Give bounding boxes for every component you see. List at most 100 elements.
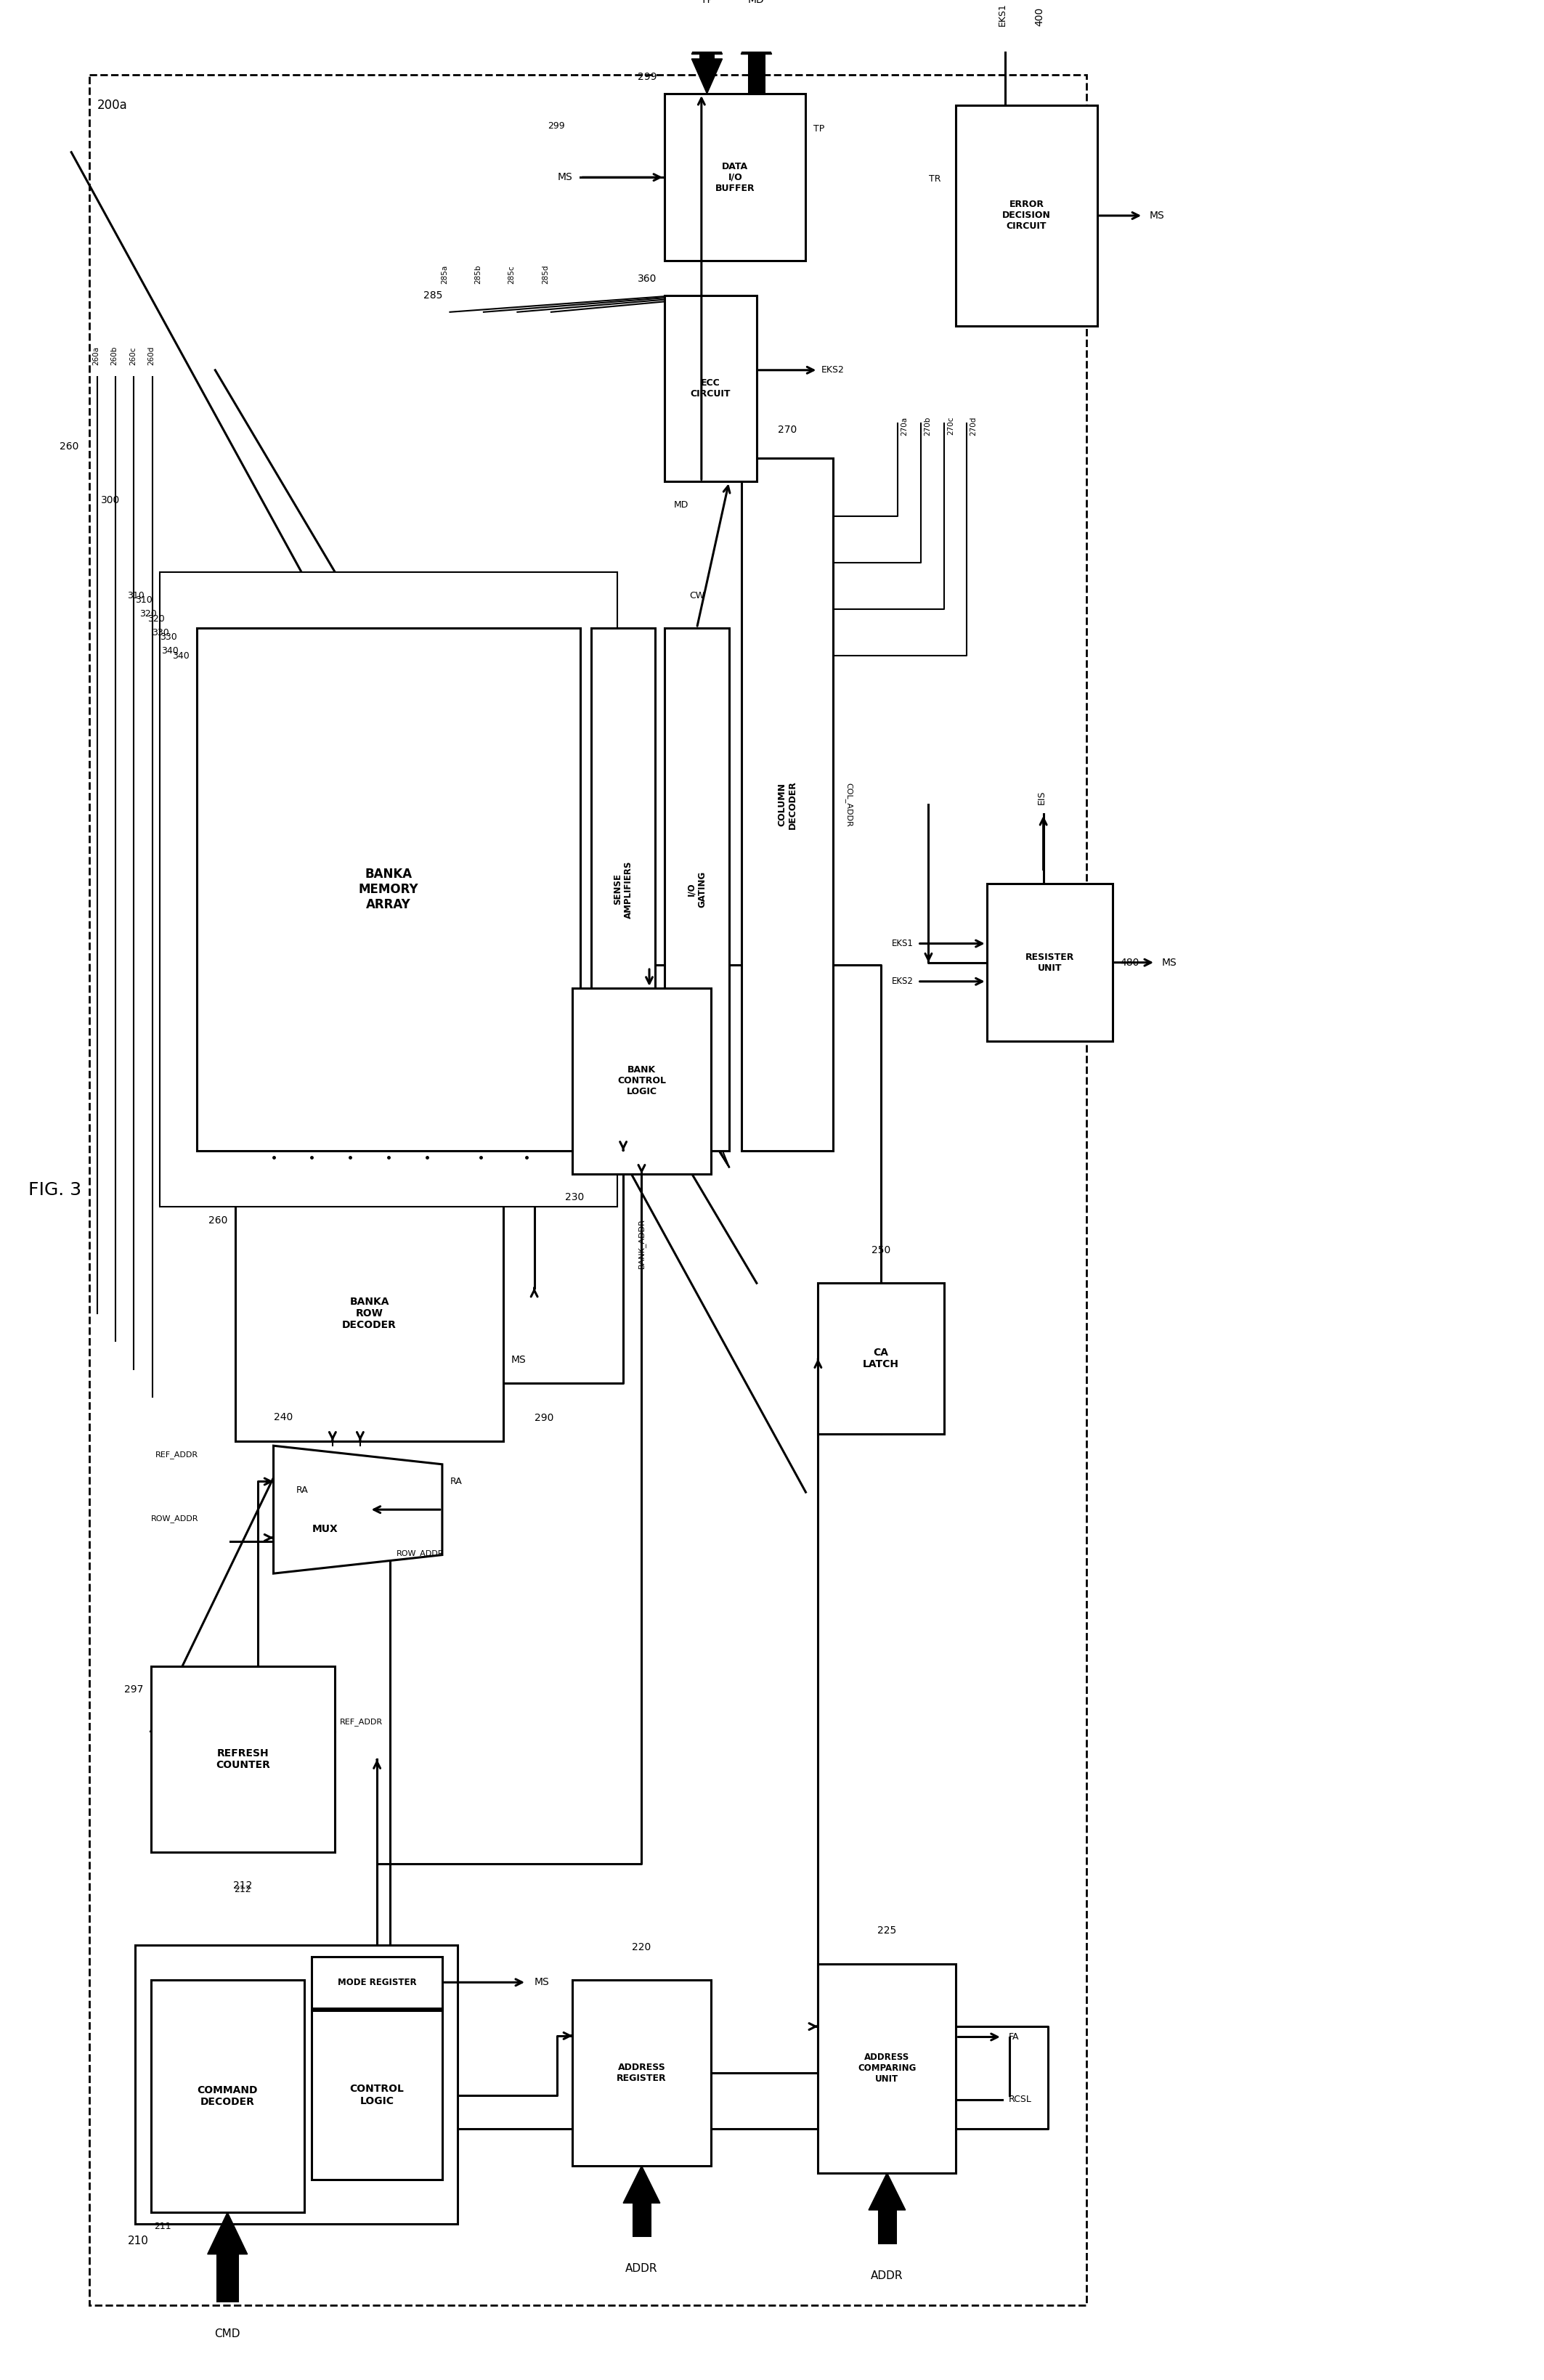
Text: MS: MS	[1161, 957, 1177, 969]
Text: 210: 210	[128, 2235, 148, 2247]
Text: 270a: 270a	[900, 416, 908, 436]
Text: SENSE
AMPLIFIERS: SENSE AMPLIFIERS	[613, 862, 633, 919]
Text: MODE REGISTER: MODE REGISTER	[338, 1978, 417, 1987]
Text: 300: 300	[100, 495, 120, 505]
Text: 260a: 260a	[93, 347, 100, 367]
Text: I/O
GATING: I/O GATING	[687, 871, 707, 907]
Text: ADDR: ADDR	[871, 2271, 903, 2282]
Text: CW: CW	[689, 590, 704, 600]
Text: ADDRESS
COMPARING
UNIT: ADDRESS COMPARING UNIT	[858, 2052, 916, 2085]
Text: 220: 220	[631, 1942, 652, 1952]
Text: CONTROL
LOGIC: CONTROL LOGIC	[350, 2085, 405, 2106]
Polygon shape	[273, 1445, 442, 1573]
Text: 260c: 260c	[130, 347, 136, 367]
Text: CA
LATCH: CA LATCH	[863, 1347, 899, 1368]
Text: 285c: 285c	[508, 267, 516, 283]
Bar	[196, 628, 581, 1150]
Text: RCSL: RCSL	[1008, 2094, 1031, 2104]
Text: 480: 480	[1121, 957, 1139, 969]
Text: 310: 310	[128, 590, 145, 600]
Bar	[987, 883, 1113, 1042]
Text: COLUMN
DECODER: COLUMN DECODER	[777, 781, 798, 828]
Text: 285: 285	[423, 290, 442, 300]
Text: ROW_ADDR: ROW_ADDR	[151, 1514, 198, 1523]
Text: 225: 225	[877, 1925, 897, 1935]
Text: 299: 299	[638, 71, 656, 81]
Text: MUX: MUX	[312, 1523, 338, 1533]
Text: COL_ADDR: COL_ADDR	[845, 783, 852, 826]
Bar	[173, 590, 605, 1188]
Polygon shape	[869, 2173, 905, 2211]
Bar	[151, 1980, 304, 2213]
Bar	[818, 1283, 943, 1435]
Text: BANKA
MEMORY
ARRAY: BANKA MEMORY ARRAY	[358, 869, 418, 912]
Bar	[136, 1944, 457, 2223]
Text: RESISTER
UNIT: RESISTER UNIT	[1025, 952, 1075, 973]
Polygon shape	[624, 2166, 659, 2204]
Text: 340: 340	[161, 647, 179, 657]
Bar	[161, 571, 618, 1207]
Bar	[90, 76, 1087, 2306]
Text: ADDR: ADDR	[625, 2263, 658, 2275]
Text: 400: 400	[1034, 7, 1044, 26]
Bar	[664, 628, 729, 1150]
Text: 230: 230	[565, 1192, 584, 1202]
Bar	[573, 988, 710, 1173]
Bar	[591, 628, 655, 1150]
Bar	[218, 2254, 238, 2301]
Bar	[699, 55, 715, 60]
Text: EKS1: EKS1	[997, 2, 1007, 26]
Text: MS: MS	[557, 171, 573, 183]
Text: 320: 320	[139, 609, 157, 619]
Text: TP: TP	[701, 0, 713, 5]
Text: MS: MS	[511, 1354, 527, 1364]
Text: TP: TP	[814, 124, 824, 133]
Text: COMMAND
DECODER: COMMAND DECODER	[198, 2085, 258, 2106]
Bar	[235, 1185, 503, 1440]
Polygon shape	[692, 60, 723, 93]
Text: ADDRESS
REGISTER: ADDRESS REGISTER	[616, 2063, 667, 2082]
Text: 212: 212	[235, 1885, 252, 1894]
Text: BANK_ADDR: BANK_ADDR	[638, 1219, 645, 1269]
Text: RA: RA	[449, 1478, 462, 1488]
Text: 260: 260	[208, 1216, 227, 1226]
Text: 250: 250	[871, 1245, 891, 1254]
Text: 270d: 270d	[970, 416, 977, 436]
Bar	[196, 628, 581, 1150]
Text: 260b: 260b	[111, 347, 119, 367]
Text: EKS1: EKS1	[891, 938, 913, 947]
Text: MD: MD	[749, 0, 764, 5]
Text: TR: TR	[929, 174, 940, 183]
Text: 200a: 200a	[97, 98, 128, 112]
Bar	[956, 105, 1098, 326]
Text: REF_ADDR: REF_ADDR	[340, 1718, 383, 1726]
Text: CMD: CMD	[215, 2328, 241, 2340]
Text: MS: MS	[1149, 209, 1164, 221]
Bar	[573, 1980, 710, 2166]
Text: 260d: 260d	[148, 347, 154, 367]
Text: 310: 310	[134, 595, 153, 605]
Text: MS: MS	[534, 1978, 550, 1987]
Text: 297: 297	[124, 1685, 144, 1695]
Bar	[151, 1666, 335, 1852]
Text: MD: MD	[673, 500, 689, 509]
Bar	[664, 93, 806, 262]
Text: BANK
CONTROL
LOGIC: BANK CONTROL LOGIC	[618, 1066, 665, 1097]
Text: RA: RA	[296, 1485, 309, 1495]
Text: REF_ADDR: REF_ADDR	[156, 1449, 198, 1459]
Text: 270b: 270b	[923, 416, 931, 436]
Text: 360: 360	[638, 274, 656, 283]
Text: 330: 330	[151, 628, 170, 638]
Text: REFRESH
COUNTER: REFRESH COUNTER	[216, 1749, 270, 1771]
Text: ECC
CIRCUIT: ECC CIRCUIT	[690, 378, 730, 400]
Text: FA: FA	[1008, 2033, 1019, 2042]
Text: 240: 240	[273, 1411, 292, 1423]
Text: 285a: 285a	[440, 264, 448, 283]
Text: EIS: EIS	[1038, 790, 1047, 804]
Polygon shape	[741, 19, 772, 55]
Bar	[818, 1964, 956, 2173]
Bar	[185, 609, 593, 1169]
Text: 285d: 285d	[542, 264, 550, 283]
Bar	[664, 295, 757, 481]
Bar	[741, 459, 834, 1150]
